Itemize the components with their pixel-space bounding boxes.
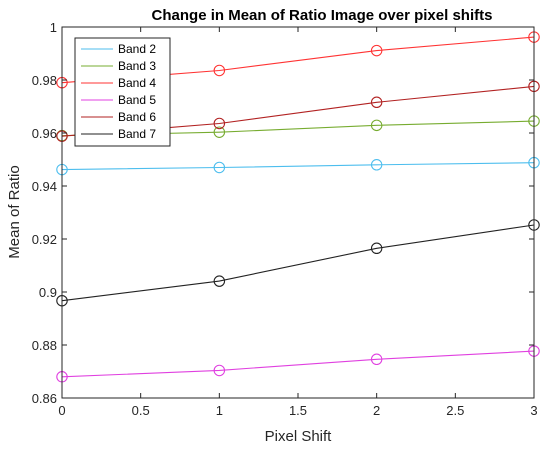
- series-line-4: [61, 350, 535, 378]
- chart-title: Change in Mean of Ratio Image over pixel…: [152, 7, 493, 24]
- x-tick-label: 2: [373, 403, 380, 418]
- y-tick-label: 0.94: [32, 179, 57, 194]
- series-6-point-3: [370, 242, 383, 255]
- y-tick-label: 0.92: [32, 232, 57, 247]
- series-4-point-2: [213, 364, 226, 377]
- series-1-point-3: [370, 159, 383, 171]
- series-line-6: [61, 224, 535, 302]
- y-axis-label: Mean of Ratio: [6, 165, 23, 258]
- y-tick-label: 0.9: [39, 285, 57, 300]
- x-axis-label: Pixel Shift: [265, 428, 333, 445]
- series-3-point-2: [213, 64, 226, 77]
- y-tick-label: 0.86: [32, 391, 57, 406]
- x-tick-label: 3: [530, 403, 537, 418]
- series-4-point-3: [370, 353, 383, 366]
- series-5-point-3: [370, 96, 383, 109]
- y-tick-label: 1: [50, 20, 57, 35]
- legend-box: [74, 37, 171, 147]
- x-tick-label: 0: [58, 403, 65, 418]
- y-tick-label: 0.98: [32, 73, 57, 88]
- series-3-point-3: [370, 44, 383, 57]
- y-tick-label: 0.88: [32, 338, 57, 353]
- y-tick-label: 0.96: [32, 126, 57, 141]
- x-tick-label: 2.5: [446, 403, 464, 418]
- legend-label: Band 7: [118, 127, 156, 141]
- series-5-point-2: [213, 117, 226, 130]
- series-2-point-3: [370, 119, 383, 132]
- x-tick-label: 1.5: [289, 403, 307, 418]
- legend-label: Band 2: [118, 42, 156, 56]
- legend-label: Band 4: [118, 76, 156, 90]
- x-tick-label: 0.5: [132, 403, 150, 418]
- series-line-1: [61, 162, 535, 171]
- legend-label: Band 6: [118, 110, 156, 124]
- series-6-point-2: [213, 275, 226, 287]
- series-2-point-2: [213, 126, 226, 138]
- legend-label: Band 5: [118, 93, 156, 107]
- series-layer: [56, 31, 540, 383]
- series-1-point-2: [213, 161, 226, 174]
- axes-layer: 0 0.5 1 1.5 2 2.5 3 0.86 0.88 0.9 0.92 0.94 0.96 0.98…: [32, 20, 538, 418]
- legend-label: Band 3: [118, 59, 156, 73]
- x-tick-label: 1: [216, 403, 223, 418]
- legend: Band 2 Band 3 Band 4 Band 5 Band 6 Band 7: [74, 37, 171, 147]
